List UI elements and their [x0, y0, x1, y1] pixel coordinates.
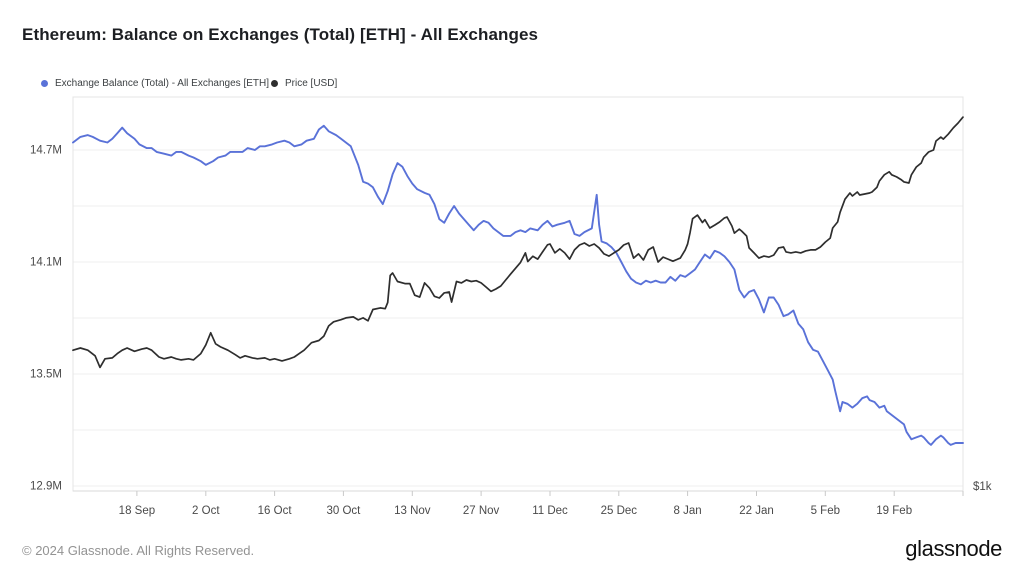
y-axis-label: 13.5M — [30, 369, 62, 381]
page-title: Ethereum: Balance on Exchanges (Total) [… — [22, 25, 539, 44]
x-tick-label: 22 Jan — [739, 505, 774, 517]
glassnode-logo: glassnode — [905, 536, 1002, 561]
y-axis-label: 12.9M — [30, 481, 62, 493]
x-tick-label: 11 Dec — [532, 505, 568, 517]
x-tick-label: 16 Oct — [258, 505, 293, 517]
copyright-text: © 2024 Glassnode. All Rights Reserved. — [22, 543, 255, 558]
plot-border — [72, 96, 964, 492]
price-series-line — [72, 116, 964, 369]
right-axis-label: $1k — [973, 481, 992, 493]
y-axis-label: 14.1M — [30, 257, 62, 269]
y-axis-label: 14.7M — [30, 145, 62, 157]
x-tick-label: 5 Feb — [811, 505, 840, 517]
legend-item-exchange-balance[interactable]: Exchange Balance (Total) - All Exchanges… — [41, 78, 269, 89]
x-tick-label: 18 Sep — [119, 505, 155, 517]
balance-series-line — [72, 124, 964, 446]
balance-series-dot-icon — [41, 80, 48, 87]
x-tick-label: 2 Oct — [192, 505, 220, 517]
price-series-dot-icon — [271, 80, 278, 87]
x-tick-label: 19 Feb — [876, 505, 912, 517]
x-tick-label: 27 Nov — [463, 505, 500, 517]
legend-label-price: Price [USD] — [285, 78, 338, 89]
legend-item-price[interactable]: Price [USD] — [271, 78, 337, 89]
x-tick-label: 8 Jan — [674, 505, 702, 517]
x-tick-label: 30 Oct — [326, 505, 361, 517]
x-tick-label: 25 Dec — [601, 505, 638, 517]
legend-label-exchange-balance: Exchange Balance (Total) - All Exchanges… — [55, 78, 269, 89]
x-tick-label: 13 Nov — [394, 505, 431, 517]
